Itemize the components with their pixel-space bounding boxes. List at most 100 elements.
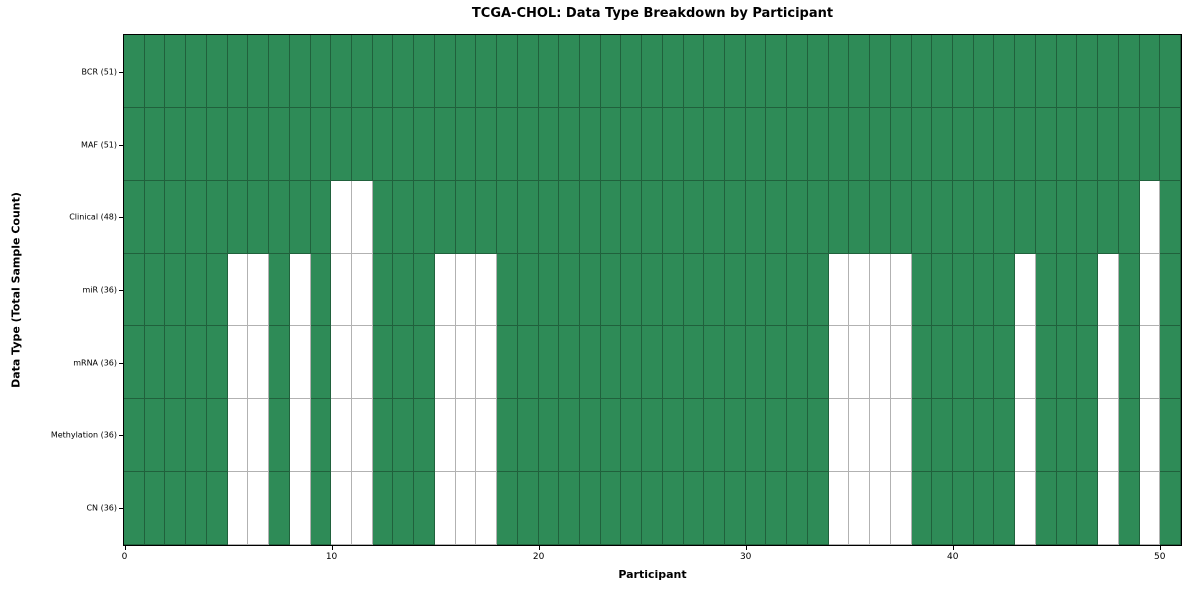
cell-MAF-p16: [455, 107, 477, 181]
cell-MAF-p4: [206, 107, 228, 181]
cell-BCR-p13: [393, 35, 415, 108]
cell-Methylation-p37: [890, 399, 912, 473]
x-axis-label: Participant: [618, 568, 687, 581]
cell-MAF-p8: [289, 107, 311, 181]
cell-Methylation-p16: [455, 399, 477, 473]
cell-MAF-p30: [745, 107, 767, 181]
cell-Clinical-p46: [1077, 180, 1099, 254]
cell-mRNA-p45: [1056, 326, 1078, 400]
cell-CN-p39: [932, 472, 954, 545]
cell-MAF-p46: [1077, 107, 1099, 181]
cell-BCR-p18: [497, 35, 518, 108]
x-tick-mark-20: [538, 546, 540, 550]
cell-miR-p19: [517, 253, 539, 327]
cell-Methylation-p43: [1015, 399, 1036, 473]
cell-miR-p16: [455, 253, 477, 327]
cell-MAF-p12: [372, 107, 394, 181]
cell-miR-p10: [331, 253, 352, 327]
cell-BCR-p36: [870, 35, 891, 108]
cell-Methylation-p13: [393, 399, 415, 473]
cell-CN-p37: [890, 472, 912, 545]
cell-MAF-p24: [621, 107, 643, 181]
cell-Clinical-p6: [248, 180, 270, 254]
cell-MAF-p13: [393, 107, 415, 181]
cell-BCR-p39: [932, 35, 954, 108]
y-tick-label-Clinical: Clinical (48): [69, 212, 117, 222]
cell-Clinical-p29: [725, 180, 746, 254]
cell-miR-p29: [725, 253, 746, 327]
cell-mRNA-p11: [351, 326, 373, 400]
cell-MAF-p22: [579, 107, 601, 181]
cell-MAF-p14: [414, 107, 435, 181]
plot-area: Present Absent: [123, 34, 1182, 546]
cell-miR-p43: [1015, 253, 1036, 327]
cell-Clinical-p21: [559, 180, 580, 254]
cell-MAF-p39: [932, 107, 954, 181]
cell-Clinical-p18: [497, 180, 518, 254]
cell-miR-p46: [1077, 253, 1099, 327]
chart-title: TCGA-CHOL: Data Type Breakdown by Partic…: [471, 6, 834, 21]
cell-Methylation-p22: [579, 399, 601, 473]
cell-Methylation-p24: [621, 399, 643, 473]
cell-MAF-p21: [559, 107, 580, 181]
cell-MAF-p19: [517, 107, 539, 181]
cell-mRNA-p38: [911, 326, 933, 400]
cell-Clinical-p31: [766, 180, 788, 254]
cell-mRNA-p15: [434, 326, 456, 400]
cell-BCR-p22: [579, 35, 601, 108]
cell-Methylation-p31: [766, 399, 788, 473]
cell-MAF-p35: [849, 107, 871, 181]
cell-BCR-p50: [1160, 35, 1181, 108]
cell-mRNA-p42: [994, 326, 1016, 400]
cell-Methylation-p3: [186, 399, 207, 473]
cell-miR-p9: [310, 253, 332, 327]
cell-Clinical-p48: [1118, 180, 1140, 254]
cell-Clinical-p26: [662, 180, 684, 254]
cell-miR-p15: [434, 253, 456, 327]
cell-Clinical-p27: [683, 180, 705, 254]
cell-CN-p34: [828, 472, 850, 545]
cell-miR-p23: [600, 253, 622, 327]
cell-MAF-p45: [1056, 107, 1078, 181]
cell-Methylation-p7: [269, 399, 290, 473]
cell-Methylation-p49: [1139, 399, 1161, 473]
cell-CN-p1: [144, 472, 166, 545]
cell-MAF-p25: [642, 107, 663, 181]
cell-Clinical-p37: [890, 180, 912, 254]
cell-MAF-p38: [911, 107, 933, 181]
cell-mRNA-p30: [745, 326, 767, 400]
cell-mRNA-p24: [621, 326, 643, 400]
cell-Methylation-p35: [849, 399, 871, 473]
cell-Methylation-p26: [662, 399, 684, 473]
cell-CN-p26: [662, 472, 684, 545]
cell-miR-p20: [538, 253, 560, 327]
cell-miR-p22: [579, 253, 601, 327]
cell-Methylation-p45: [1056, 399, 1078, 473]
cell-miR-p50: [1160, 253, 1181, 327]
cell-MAF-p29: [725, 107, 746, 181]
cell-BCR-p20: [538, 35, 560, 108]
cell-CN-p10: [331, 472, 352, 545]
x-tick-mark-40: [952, 546, 954, 550]
cell-MAF-p40: [953, 107, 974, 181]
cell-BCR-p37: [890, 35, 912, 108]
cell-Clinical-p34: [828, 180, 850, 254]
cell-mRNA-p12: [372, 326, 394, 400]
cell-Clinical-p19: [517, 180, 539, 254]
cell-miR-p1: [144, 253, 166, 327]
cell-BCR-p11: [351, 35, 373, 108]
cell-CN-p41: [973, 472, 995, 545]
cell-mRNA-p25: [642, 326, 663, 400]
cell-CN-p21: [559, 472, 580, 545]
cell-mRNA-p47: [1098, 326, 1119, 400]
cell-Clinical-p22: [579, 180, 601, 254]
cell-MAF-p20: [538, 107, 560, 181]
cell-Methylation-p0: [124, 399, 145, 473]
cell-Methylation-p11: [351, 399, 373, 473]
cell-MAF-p9: [310, 107, 332, 181]
cell-miR-p47: [1098, 253, 1119, 327]
cell-BCR-p14: [414, 35, 435, 108]
cell-BCR-p25: [642, 35, 663, 108]
cell-Clinical-p13: [393, 180, 415, 254]
cell-mRNA-p9: [310, 326, 332, 400]
